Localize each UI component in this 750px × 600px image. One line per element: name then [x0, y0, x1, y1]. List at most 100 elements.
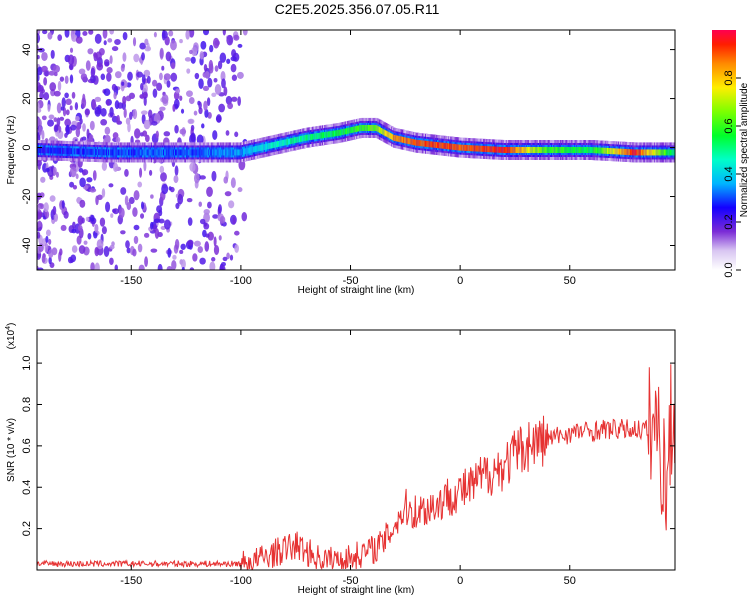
spectrogram-speckle [69, 166, 77, 178]
spectrogram-speckle [214, 84, 222, 95]
spectrogram-speckle [126, 247, 131, 254]
spectrogram-speckle [230, 56, 237, 62]
spectrogram-speckle [188, 119, 194, 124]
spectrogram-speckle [206, 186, 213, 197]
spectrogram-speckle [38, 243, 44, 252]
colorbar: 0.0 0.2 0.4 0.6 0.8 Normalized spectral ampl… [712, 30, 750, 278]
spectrogram-speckle [112, 208, 117, 213]
spectrogram-speckle [104, 61, 110, 66]
spectrogram-speckle [127, 71, 133, 81]
spectrogram-speckle [129, 111, 133, 121]
spectrogram-speckle [193, 240, 201, 247]
spectrogram-speckle [137, 181, 143, 188]
spectrogram-speckle [120, 230, 126, 235]
spectrogram-speckle [173, 175, 179, 184]
spectrogram-plot-frame [36, 29, 676, 271]
spectrogram-speckle [100, 107, 107, 117]
spectrogram-speckle [175, 88, 181, 94]
snr-x-tick-label: -100 [230, 575, 252, 587]
spectrogram-speckle [106, 72, 112, 82]
spectrogram-speckle [82, 123, 86, 132]
spectrogram-speckle [222, 256, 228, 262]
spectrogram-speckle [111, 46, 119, 52]
spectrogram-speckle [101, 161, 108, 171]
spectrogram-speckle [112, 162, 119, 173]
spectrogram-speckle [39, 91, 44, 100]
spectrogram-x-axis-label: Height of straight line (km) [298, 285, 415, 296]
spectrogram-speckle [161, 183, 169, 195]
spectrogram-speckle [132, 37, 137, 47]
spectrogram-speckle [137, 243, 143, 253]
spectrogram-speckle [199, 51, 204, 60]
spectrogram-y-tick-label: 20 [21, 92, 33, 104]
snr-x-tick-label: 0 [457, 575, 463, 587]
snr-x-tick-label: -50 [343, 575, 359, 587]
spectrogram-speckle [143, 96, 147, 107]
spectrogram-speckle [100, 73, 106, 81]
spectrogram-speckle [111, 83, 117, 91]
spectrogram-speckle [214, 40, 220, 46]
spectrogram-speckle [196, 134, 204, 145]
spectrogram-speckle [223, 176, 229, 184]
spectrogram-speckle [103, 40, 107, 46]
spectrogram-speckle [232, 216, 236, 225]
spectrogram-speckle [37, 133, 40, 139]
spectrogram-speckle [90, 67, 96, 78]
spectrogram-speckle [47, 32, 53, 40]
spectrogram-speckle [49, 82, 57, 92]
spectrogram-speckle [156, 82, 163, 91]
spectrogram-speckle [47, 119, 55, 127]
svg-text:(x104): (x104) [5, 323, 17, 350]
spectrogram-speckle [79, 118, 83, 125]
spectrogram-speckle [45, 167, 50, 173]
spectrogram-speckle [64, 75, 69, 84]
spectrogram-speckle [37, 231, 41, 239]
spectrogram-y-axis-label: Frequency (Hz) [6, 116, 17, 185]
spectrogram-speckle [105, 201, 111, 213]
spectrogram-speckle [71, 91, 76, 99]
spectrogram-speckle [102, 30, 108, 39]
spectrogram-x-tick-label: -100 [230, 275, 252, 287]
spectrogram-speckle [206, 97, 211, 106]
spectrogram-speckle [122, 31, 128, 41]
spectrogram-speckle [107, 38, 113, 43]
spectrogram-speckle [63, 210, 69, 219]
spectrogram-speckle [218, 235, 222, 241]
spectrogram-speckle [133, 190, 140, 201]
spectrogram-speckle [48, 256, 52, 265]
spectrogram-heatmap [37, 30, 675, 270]
spectrogram-speckle [89, 187, 97, 193]
spectrogram-speckle [71, 34, 78, 42]
spectrogram-speckle [204, 241, 210, 252]
spectrogram-speckle [94, 246, 100, 257]
spectrogram-speckle [159, 72, 163, 81]
spectrogram-speckle [40, 176, 46, 183]
spectrogram-speckle [43, 77, 48, 86]
spectrogram-speckle [45, 229, 51, 237]
spectrogram-speckle [96, 62, 104, 71]
spectrogram-speckle [192, 253, 198, 262]
spectrogram-speckle [37, 54, 40, 60]
spectrogram-speckle [141, 52, 145, 61]
spectrogram-speckle [159, 165, 165, 174]
spectrogram-speckle [94, 223, 99, 233]
spectrogram-speckle [234, 244, 239, 253]
spectrogram-x-tick-label: 50 [564, 275, 576, 287]
spectrogram-speckle [207, 231, 214, 241]
spectrogram-speckle [212, 214, 219, 219]
spectrogram-speckle [227, 102, 234, 110]
spectrogram-speckle [41, 65, 48, 73]
spectrogram-speckle [126, 82, 132, 88]
spectrogram-speckle [223, 86, 228, 97]
spectrogram-speckle [109, 244, 115, 250]
spectrogram-speckle [74, 115, 80, 122]
spectrogram-speckle [154, 228, 160, 239]
spectrogram-speckle [116, 114, 120, 125]
spectrogram-speckle [48, 70, 56, 76]
spectrogram-speckle [161, 94, 169, 105]
spectrogram-speckle [219, 216, 226, 224]
spectrogram-speckle [143, 232, 150, 238]
spectrogram-speckle [109, 257, 114, 266]
spectrogram-speckle [103, 88, 111, 96]
